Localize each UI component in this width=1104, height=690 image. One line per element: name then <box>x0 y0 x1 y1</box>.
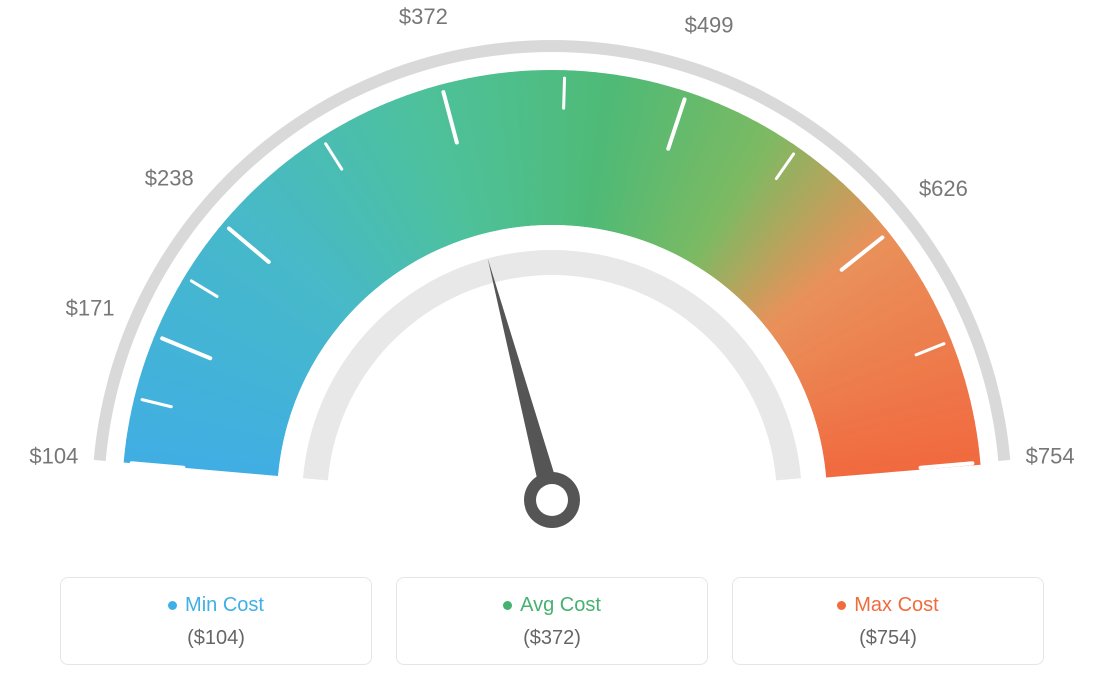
gauge: $104 $171 $238 $372 $499 $626 $754 <box>0 0 1104 560</box>
gauge-tick-label: $238 <box>145 165 194 190</box>
gauge-tick-label: $104 <box>29 443 78 468</box>
legend-label-text: Max Cost <box>854 594 938 616</box>
gauge-tick-label: $372 <box>399 4 448 29</box>
legend-card-avg: Avg Cost ($372) <box>396 577 708 665</box>
cost-gauge-chart: $104 $171 $238 $372 $499 $626 $754 Min Cost ($… <box>0 0 1104 690</box>
legend-value-avg: ($372) <box>397 627 707 650</box>
gauge-tick-label: $626 <box>919 176 968 201</box>
gauge-tick-label: $171 <box>66 295 115 320</box>
gauge-tick-label: $754 <box>1026 443 1075 468</box>
legend-label-max: Max Cost <box>733 594 1043 617</box>
dot-icon <box>503 601 512 610</box>
legend-card-max: Max Cost ($754) <box>732 577 1044 665</box>
legend-value-min: ($104) <box>61 627 371 650</box>
legend-label-min: Min Cost <box>61 594 371 617</box>
legend-label-avg: Avg Cost <box>397 594 707 617</box>
legend-card-min: Min Cost ($104) <box>60 577 372 665</box>
dot-icon <box>168 601 177 610</box>
legend-value-max: ($754) <box>733 627 1043 650</box>
legend-label-text: Min Cost <box>185 594 264 616</box>
gauge-tick-label: $499 <box>685 12 734 37</box>
legend-label-text: Avg Cost <box>520 594 601 616</box>
legend-row: Min Cost ($104) Avg Cost ($372) Max Cost… <box>60 577 1044 665</box>
dot-icon <box>837 601 846 610</box>
